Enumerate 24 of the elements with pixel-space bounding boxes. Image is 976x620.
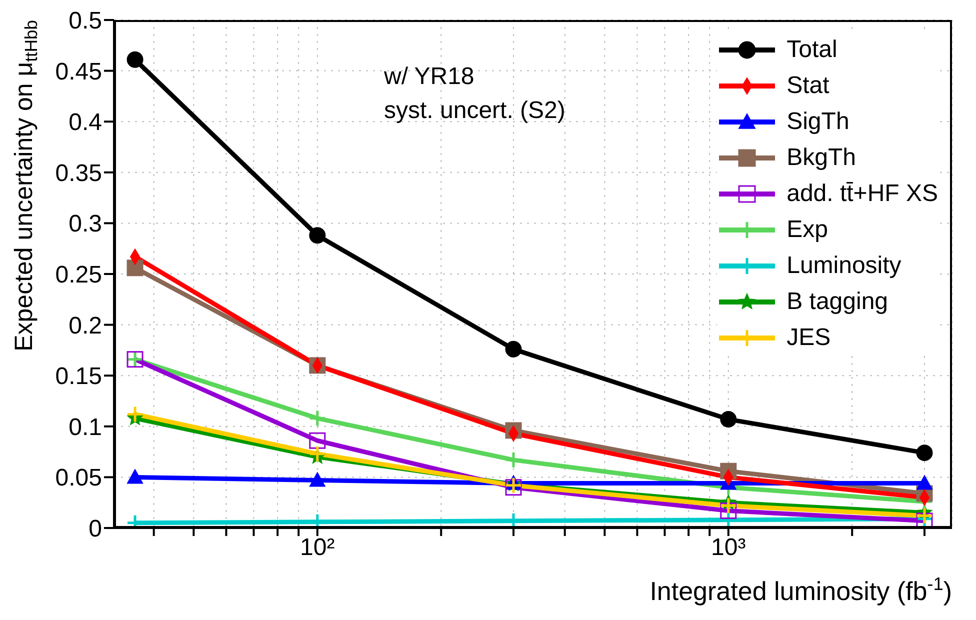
y-tick-label: 0.3 — [68, 210, 102, 238]
legend-label: add. tt̄+HF XS — [786, 180, 938, 208]
legend-label: Total — [786, 36, 838, 64]
legend-label: Stat — [786, 72, 830, 100]
x-tick-label: 10² — [300, 534, 335, 562]
annotation: w/ YR18 syst. uncert. (S2) — [384, 62, 566, 126]
legend-label: B tagging — [786, 288, 888, 316]
y-tick-label: 0.35 — [55, 160, 102, 187]
y-tick-label: 0.15 — [55, 363, 102, 390]
y-tick-label: 0.5 — [68, 8, 102, 35]
legend-label: SigTh — [786, 108, 850, 136]
y-tick-label: 0.2 — [68, 312, 102, 340]
legend-label: Exp — [786, 216, 828, 244]
y-tick-label: 0.05 — [55, 464, 102, 492]
y-tick-label: 0.4 — [68, 109, 102, 136]
y-tick-label: 0.25 — [55, 262, 102, 289]
legend-label: JES — [786, 324, 831, 352]
legend-label: Luminosity — [786, 252, 902, 280]
y-tick-label: 0 — [88, 516, 102, 543]
x-axis-title: Integrated luminosity (fb$^{-1}$) — [650, 574, 952, 606]
y-tick-label: 0.45 — [55, 58, 102, 86]
y-tick-label: 0.1 — [68, 414, 102, 441]
legend-label: BkgTh — [786, 144, 856, 172]
x-tick-label: 10³ — [711, 534, 746, 562]
